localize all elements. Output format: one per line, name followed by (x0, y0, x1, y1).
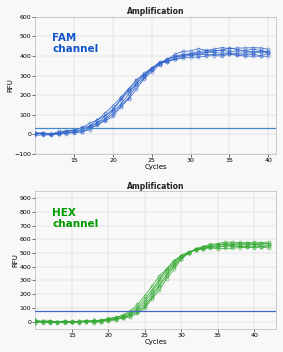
X-axis label: Cycles: Cycles (144, 339, 167, 345)
Y-axis label: RFU: RFU (7, 78, 13, 92)
X-axis label: Cycles: Cycles (144, 164, 167, 170)
Title: Amplification: Amplification (127, 182, 185, 190)
Y-axis label: RFU: RFU (12, 253, 18, 267)
Text: HEX
channel: HEX channel (52, 208, 98, 228)
Title: Amplification: Amplification (127, 7, 185, 16)
Text: FAM
channel: FAM channel (52, 33, 98, 54)
